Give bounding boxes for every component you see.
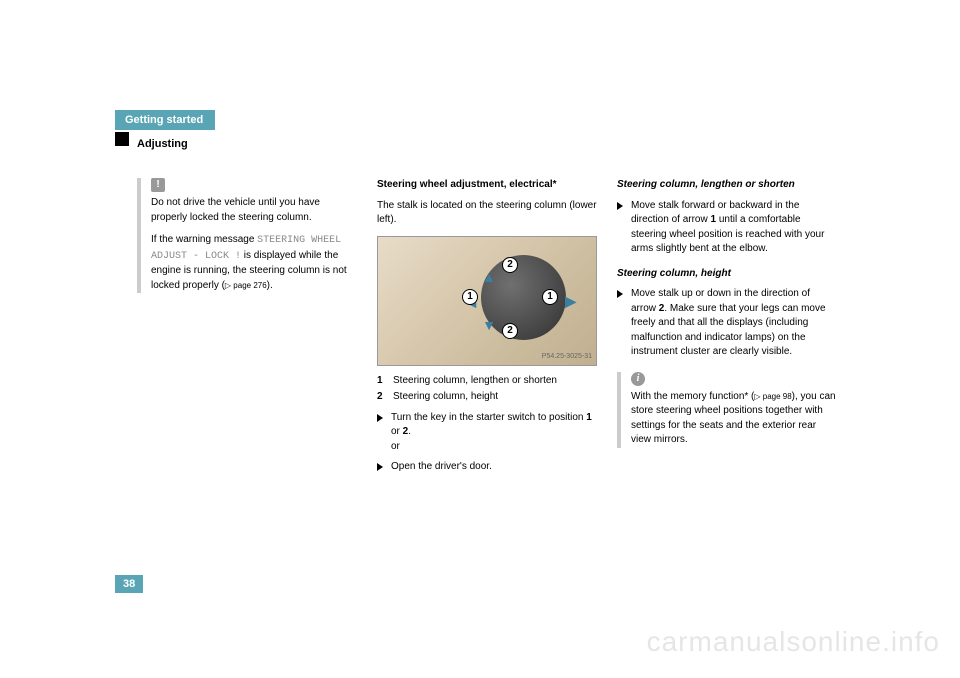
col2-step-2: Open the driver's door. [377, 460, 597, 475]
arrow-down: ▼ [482, 315, 496, 335]
or-text: or [391, 440, 597, 455]
col2-step-1: Turn the key in the starter switch to po… [377, 411, 597, 455]
bullet-icon [377, 463, 383, 471]
callout-2-top: 2 [502, 257, 518, 273]
section-tab: Getting started [115, 110, 215, 130]
info-text: With the memory function* (▷ page 98), y… [631, 390, 837, 448]
caution-note: ! Do not drive the vehicle until you hav… [137, 178, 357, 293]
black-marker [115, 132, 129, 146]
bullet-icon [617, 290, 623, 298]
arrow-right: ▶ [565, 291, 576, 311]
col3-heading-2: Steering column, height [617, 267, 837, 282]
col3-heading-1: Steering column, lengthen or shorten [617, 178, 837, 193]
watermark: carmanualsonline.info [647, 626, 940, 658]
arrow-up: ▲ [482, 267, 496, 287]
steering-stalk-figure: ▲ ▼ ◀ ▶ 2 2 1 1 P54.25-3025-31 [377, 236, 597, 366]
col3-step-2: Move stalk up or down in the direction o… [617, 287, 837, 360]
figure-legend: 1 Steering column, lengthen or shorten 2… [377, 374, 597, 405]
bullet-icon [377, 414, 383, 422]
page-subtitle: Adjusting [137, 138, 870, 150]
caution-text-1: Do not drive the vehicle until you have … [151, 196, 357, 225]
legend-2-num: 2 [377, 390, 387, 405]
caution-icon: ! [151, 178, 165, 192]
info-note: i With the memory function* (▷ page 98),… [617, 372, 837, 448]
col2-intro: The stalk is located on the steering col… [377, 199, 597, 228]
column-2: Steering wheel adjustment, electrical* T… [377, 178, 597, 481]
info-icon: i [631, 372, 645, 386]
callout-2-bottom: 2 [502, 323, 518, 339]
column-1: ! Do not drive the vehicle until you hav… [137, 178, 357, 481]
legend-1-text: Steering column, lengthen or shorten [393, 374, 557, 389]
callout-1-right: 1 [542, 289, 558, 305]
col3-step-1: Move stalk forward or backward in the di… [617, 199, 837, 257]
legend-2-text: Steering column, height [393, 390, 498, 405]
column-3: Steering column, lengthen or shorten Mov… [617, 178, 837, 481]
callout-1-left: 1 [462, 289, 478, 305]
caution-text-2: If the warning message STEERING WHEEL AD… [151, 233, 357, 293]
page-number: 38 [115, 575, 143, 593]
col2-heading: Steering wheel adjustment, electrical* [377, 178, 597, 193]
figure-code: P54.25-3025-31 [542, 352, 592, 362]
bullet-icon [617, 202, 623, 210]
legend-1-num: 1 [377, 374, 387, 389]
